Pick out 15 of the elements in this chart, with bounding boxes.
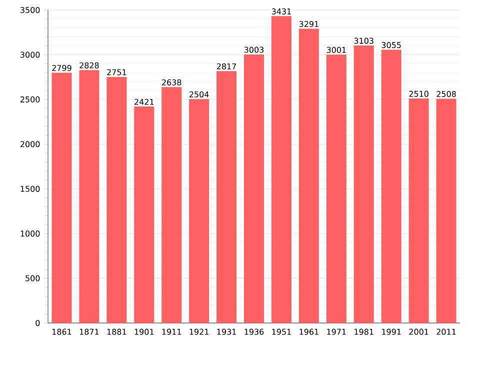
bar (52, 72, 72, 323)
bar (298, 28, 319, 323)
bar (271, 16, 292, 323)
bar (244, 54, 264, 323)
bar (408, 98, 429, 323)
bar (354, 46, 374, 323)
bar (216, 71, 237, 323)
bar (106, 76, 127, 323)
bar (134, 106, 154, 323)
bar (326, 54, 346, 323)
bar (381, 50, 402, 323)
bar (189, 99, 210, 323)
bar (436, 98, 456, 323)
bar (162, 87, 182, 323)
bar (79, 70, 100, 323)
